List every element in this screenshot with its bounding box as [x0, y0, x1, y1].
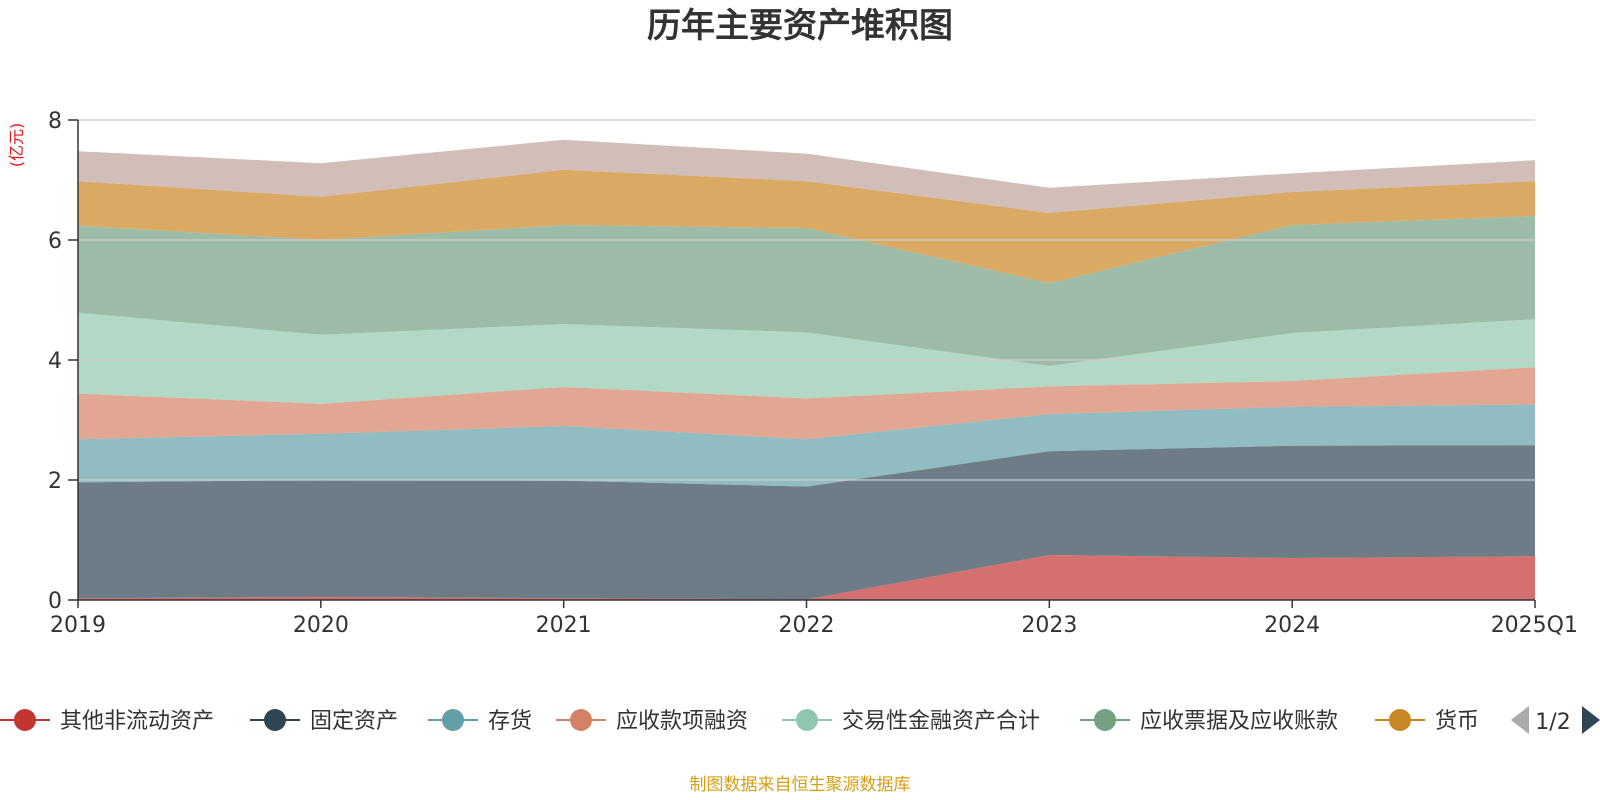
x-tick-label-0: 2019: [50, 613, 106, 638]
legend-marker-3: [570, 709, 592, 731]
x-tick-label-2: 2021: [536, 613, 592, 638]
data-source-note: 制图数据来自恒生聚源数据库: [690, 775, 911, 795]
legend: 其他非流动资产 固定资产 存货 应收款项融资 交易性金融资产合计 应收票据及应收账款 货币: [0, 709, 1479, 734]
y-axis-unit-label: (亿元): [7, 123, 26, 168]
legend-marker-1: [264, 709, 286, 731]
x-tick-label-1: 2020: [293, 613, 349, 638]
legend-marker-4: [796, 709, 818, 731]
y-tick-label-3: 6: [48, 229, 62, 254]
legend-item-3[interactable]: 应收款项融资: [556, 709, 748, 734]
legend-item-2[interactable]: 存货: [428, 709, 532, 734]
legend-prev-page-icon[interactable]: [1511, 706, 1529, 734]
legend-label-1: 固定资产: [310, 709, 398, 734]
x-tick-label-3: 2022: [779, 613, 835, 638]
gridlines: [78, 119, 1535, 481]
area-series-2: [78, 404, 1535, 487]
legend-label-2: 存货: [488, 709, 532, 734]
area-series-5: [78, 216, 1535, 366]
x-tick-label-5: 2024: [1264, 613, 1320, 638]
legend-next-page-icon[interactable]: [1582, 706, 1600, 734]
legend-item-6[interactable]: 货币: [1375, 709, 1479, 734]
area-series-1: [78, 445, 1535, 600]
legend-label-4: 交易性金融资产合计: [842, 709, 1040, 734]
y-tick-label-4: 8: [48, 109, 62, 134]
chart-title: 历年主要资产堆积图: [647, 6, 953, 46]
area-layers: [78, 139, 1535, 600]
y-tick-label-1: 2: [48, 469, 62, 494]
legend-pager: 1/2: [1511, 706, 1600, 735]
y-tick-label-2: 4: [48, 349, 62, 374]
legend-item-0[interactable]: 其他非流动资产: [0, 709, 214, 734]
legend-label-5: 应收票据及应收账款: [1140, 709, 1338, 734]
legend-marker-6: [1389, 709, 1411, 731]
area-series-3: [78, 367, 1535, 440]
x-tick-label-4: 2023: [1021, 613, 1077, 638]
legend-marker-5: [1094, 709, 1116, 731]
legend-label-3: 应收款项融资: [616, 709, 748, 734]
area-series-0: [78, 555, 1535, 600]
area-series-7: [78, 139, 1535, 213]
y-tick-label-0: 0: [48, 589, 62, 614]
legend-label-0: 其他非流动资产: [60, 709, 214, 734]
x-axis-ticks: 2019 2020 2021 2022 2023 2024 2025Q1: [50, 600, 1578, 638]
legend-label-6: 货币: [1435, 709, 1479, 734]
legend-item-5[interactable]: 应收票据及应收账款: [1080, 709, 1338, 734]
x-tick-label-6: 2025Q1: [1491, 613, 1578, 638]
area-series-6: [78, 169, 1535, 284]
legend-item-1[interactable]: 固定资产: [250, 709, 398, 734]
legend-page-indicator: 1/2: [1535, 710, 1570, 735]
area-series-4: [78, 312, 1535, 404]
legend-marker-2: [442, 709, 464, 731]
legend-item-4[interactable]: 交易性金融资产合计: [782, 709, 1040, 734]
y-axis-ticks: 0 2 4 6 8: [48, 109, 78, 614]
legend-marker-0: [14, 709, 36, 731]
